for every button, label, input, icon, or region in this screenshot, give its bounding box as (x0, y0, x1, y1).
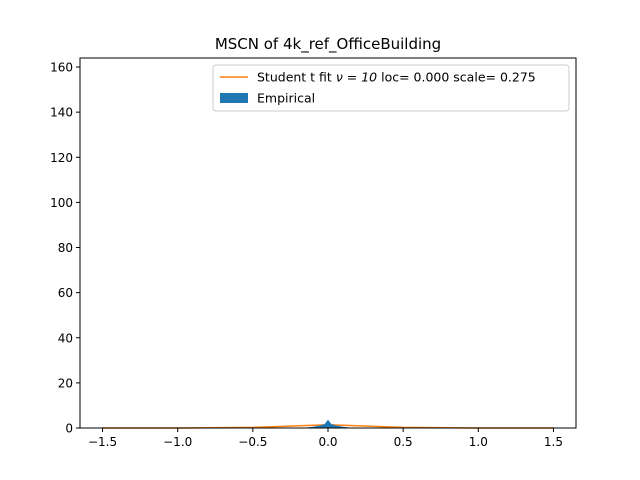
y-tick-label: 120 (50, 151, 73, 165)
legend-label-empirical: Empirical (257, 91, 315, 106)
chart-title: MSCN of 4k_ref_OfficeBuilding (215, 35, 441, 54)
legend-label-nu: ν = 10 (336, 70, 377, 85)
y-tick-label: 140 (50, 106, 73, 120)
x-tick-label: 1.0 (469, 435, 488, 449)
legend-label-prefix: Student t fit (257, 70, 336, 85)
legend-frame (212, 64, 570, 112)
x-axis: −1.5 −1.0 −0.5 0.0 0.5 1.0 1.5 (88, 428, 563, 449)
y-tick-label: 80 (58, 241, 73, 255)
y-tick-label: 0 (65, 422, 73, 436)
x-tick-label: 0.5 (394, 435, 413, 449)
x-tick-label: −1.5 (88, 435, 117, 449)
y-tick-label: 100 (50, 196, 73, 210)
legend-label-suffix: loc= 0.000 scale= 0.275 (377, 70, 536, 85)
y-tick-label: 60 (58, 286, 73, 300)
x-tick-label: −1.0 (163, 435, 192, 449)
legend-swatch-empirical (220, 93, 248, 103)
plot-area: −1.5 −1.0 −0.5 0.0 0.5 1.0 1.5 0 20 40 60 80 100 120… (50, 57, 577, 449)
x-tick-label: 0.0 (318, 435, 337, 449)
y-axis: 0 20 40 60 80 100 120 140 160 (50, 61, 80, 436)
legend-label-student-t-fit: Student t fit ν = 10 loc= 0.000 scale= 0… (257, 70, 536, 85)
y-tick-label: 160 (50, 61, 73, 75)
y-tick-label: 20 (58, 376, 73, 390)
x-tick-label: −0.5 (238, 435, 267, 449)
legend: Student t fit ν = 10 loc= 0.000 scale= 0… (212, 64, 570, 112)
y-tick-label: 40 (58, 331, 73, 345)
x-tick-label: 1.5 (544, 435, 563, 449)
